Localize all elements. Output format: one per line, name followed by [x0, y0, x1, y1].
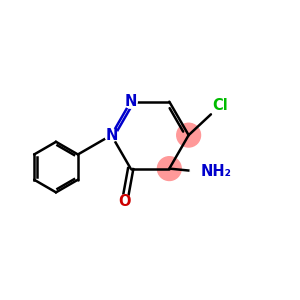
- Text: N: N: [105, 128, 118, 142]
- Circle shape: [124, 95, 137, 108]
- Text: O: O: [118, 194, 131, 209]
- Circle shape: [118, 195, 131, 208]
- Text: Cl: Cl: [212, 98, 228, 113]
- Circle shape: [105, 129, 118, 142]
- Circle shape: [177, 123, 200, 147]
- Text: NH₂: NH₂: [200, 164, 232, 179]
- Text: N: N: [124, 94, 137, 109]
- Circle shape: [190, 163, 208, 181]
- Circle shape: [158, 157, 181, 181]
